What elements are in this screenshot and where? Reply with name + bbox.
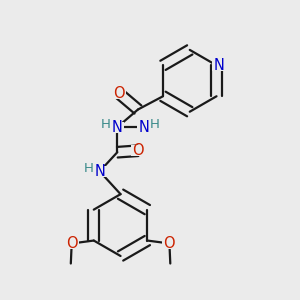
Text: H: H bbox=[83, 162, 93, 175]
Text: N: N bbox=[94, 164, 105, 179]
Text: O: O bbox=[164, 236, 175, 251]
Bar bbox=[112, 88, 126, 99]
Bar bbox=[137, 122, 151, 133]
Bar bbox=[93, 166, 107, 177]
Text: O: O bbox=[132, 143, 144, 158]
Text: H: H bbox=[101, 118, 111, 131]
Bar bbox=[162, 238, 176, 249]
Bar bbox=[131, 145, 145, 156]
Bar bbox=[212, 60, 226, 71]
Text: N: N bbox=[138, 120, 149, 135]
Text: H: H bbox=[150, 118, 160, 131]
Bar bbox=[148, 119, 162, 130]
Text: O: O bbox=[66, 236, 77, 251]
Text: N: N bbox=[112, 120, 123, 135]
Text: N: N bbox=[214, 58, 225, 73]
Text: O: O bbox=[113, 86, 124, 101]
Bar bbox=[99, 119, 113, 130]
Bar bbox=[64, 238, 79, 249]
Bar bbox=[81, 163, 95, 174]
Bar bbox=[110, 122, 124, 133]
